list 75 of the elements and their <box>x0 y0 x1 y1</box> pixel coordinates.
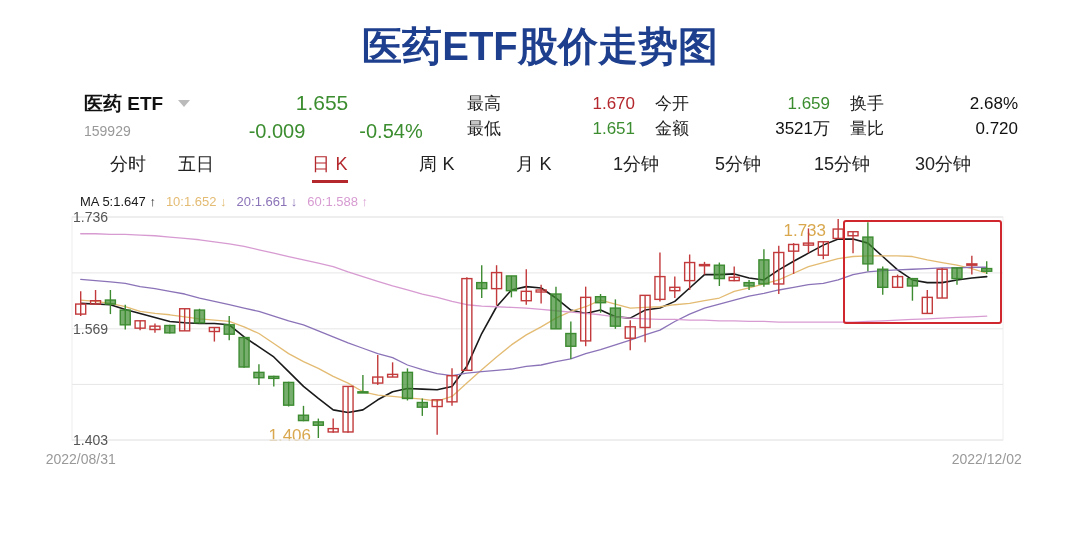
candlestick <box>669 275 681 299</box>
candlestick <box>877 265 889 296</box>
text: 最低 <box>467 119 501 138</box>
candlestick <box>565 320 577 360</box>
candlestick <box>594 293 607 314</box>
candlestick <box>104 289 117 315</box>
candlestick <box>624 319 636 351</box>
text: 1.670 <box>592 94 635 113</box>
candlestick <box>713 261 726 287</box>
text: 换手 <box>850 94 884 113</box>
candlestick <box>579 285 592 347</box>
candlestick <box>921 289 933 315</box>
candlestick <box>520 268 532 306</box>
text: 五日 <box>178 154 214 174</box>
text: 分时 <box>110 154 146 174</box>
text: 0.720 <box>975 119 1018 138</box>
text: 最高 <box>467 94 501 113</box>
legend: MA 5:1.647 ↑ 10:1.652 ↓ 20:1.661 ↓ 60:1.588 ↑ <box>80 194 369 209</box>
x-tick-label: 2022/12/02 <box>951 451 1022 467</box>
candlestick <box>535 283 547 305</box>
text: 1.659 <box>787 94 830 113</box>
candlestick <box>253 363 265 386</box>
candlestick <box>683 253 696 291</box>
text: 1分钟 <box>612 154 660 174</box>
y-tick-label: 1.403 <box>73 432 109 448</box>
candlestick <box>966 255 978 276</box>
x-tick-label: 2022/08/31 <box>45 451 116 467</box>
candlestick <box>134 320 146 331</box>
candlestick <box>431 399 443 436</box>
text: -0.009 <box>248 120 306 142</box>
candlestick <box>75 290 87 317</box>
candlestick <box>342 385 354 434</box>
annotation: 1.733 <box>783 221 826 240</box>
candlestick <box>149 322 161 334</box>
candlestick <box>847 231 859 254</box>
candlestick <box>505 275 518 299</box>
text: 金额 <box>655 119 689 138</box>
candlestick <box>372 354 384 386</box>
text: 量比 <box>850 119 884 138</box>
candlestick <box>357 374 369 394</box>
candlestick <box>832 218 844 240</box>
chart-title: 医药ETF股价走势图 <box>362 24 718 68</box>
candlestick <box>119 304 131 331</box>
text: 5分钟 <box>714 154 762 174</box>
text: 1.651 <box>592 119 635 138</box>
candlestick <box>223 315 235 341</box>
candlestick <box>787 242 800 275</box>
annotation: 1.406 <box>268 426 311 445</box>
candlestick <box>178 308 191 332</box>
y-tick-label: 1.736 <box>73 209 109 225</box>
text: 159929 <box>84 123 131 139</box>
text: 月 K <box>516 154 552 174</box>
candlestick <box>609 298 622 330</box>
candlestick <box>639 294 651 343</box>
text: 30分钟 <box>914 154 972 174</box>
text: 周 K <box>419 154 455 174</box>
text: 15分钟 <box>813 154 871 174</box>
candlestick <box>936 267 948 299</box>
candlestick <box>654 251 666 303</box>
text: 医药 ETF <box>84 93 164 114</box>
candlestick <box>327 417 339 434</box>
text: 2.68% <box>969 94 1018 113</box>
candlestick <box>446 367 458 407</box>
text: 今开 <box>655 94 689 113</box>
y-tick-label: 1.569 <box>73 320 109 337</box>
text: 3521万 <box>775 119 830 138</box>
text: -0.54% <box>359 120 423 142</box>
candlestick <box>490 264 503 307</box>
candlestick <box>461 276 473 372</box>
candlestick <box>773 245 785 295</box>
text: 1.655 <box>295 91 349 114</box>
candlestick <box>476 264 488 299</box>
text: 日 K <box>312 154 348 174</box>
candlestick <box>282 381 295 408</box>
candlestick <box>312 417 325 439</box>
